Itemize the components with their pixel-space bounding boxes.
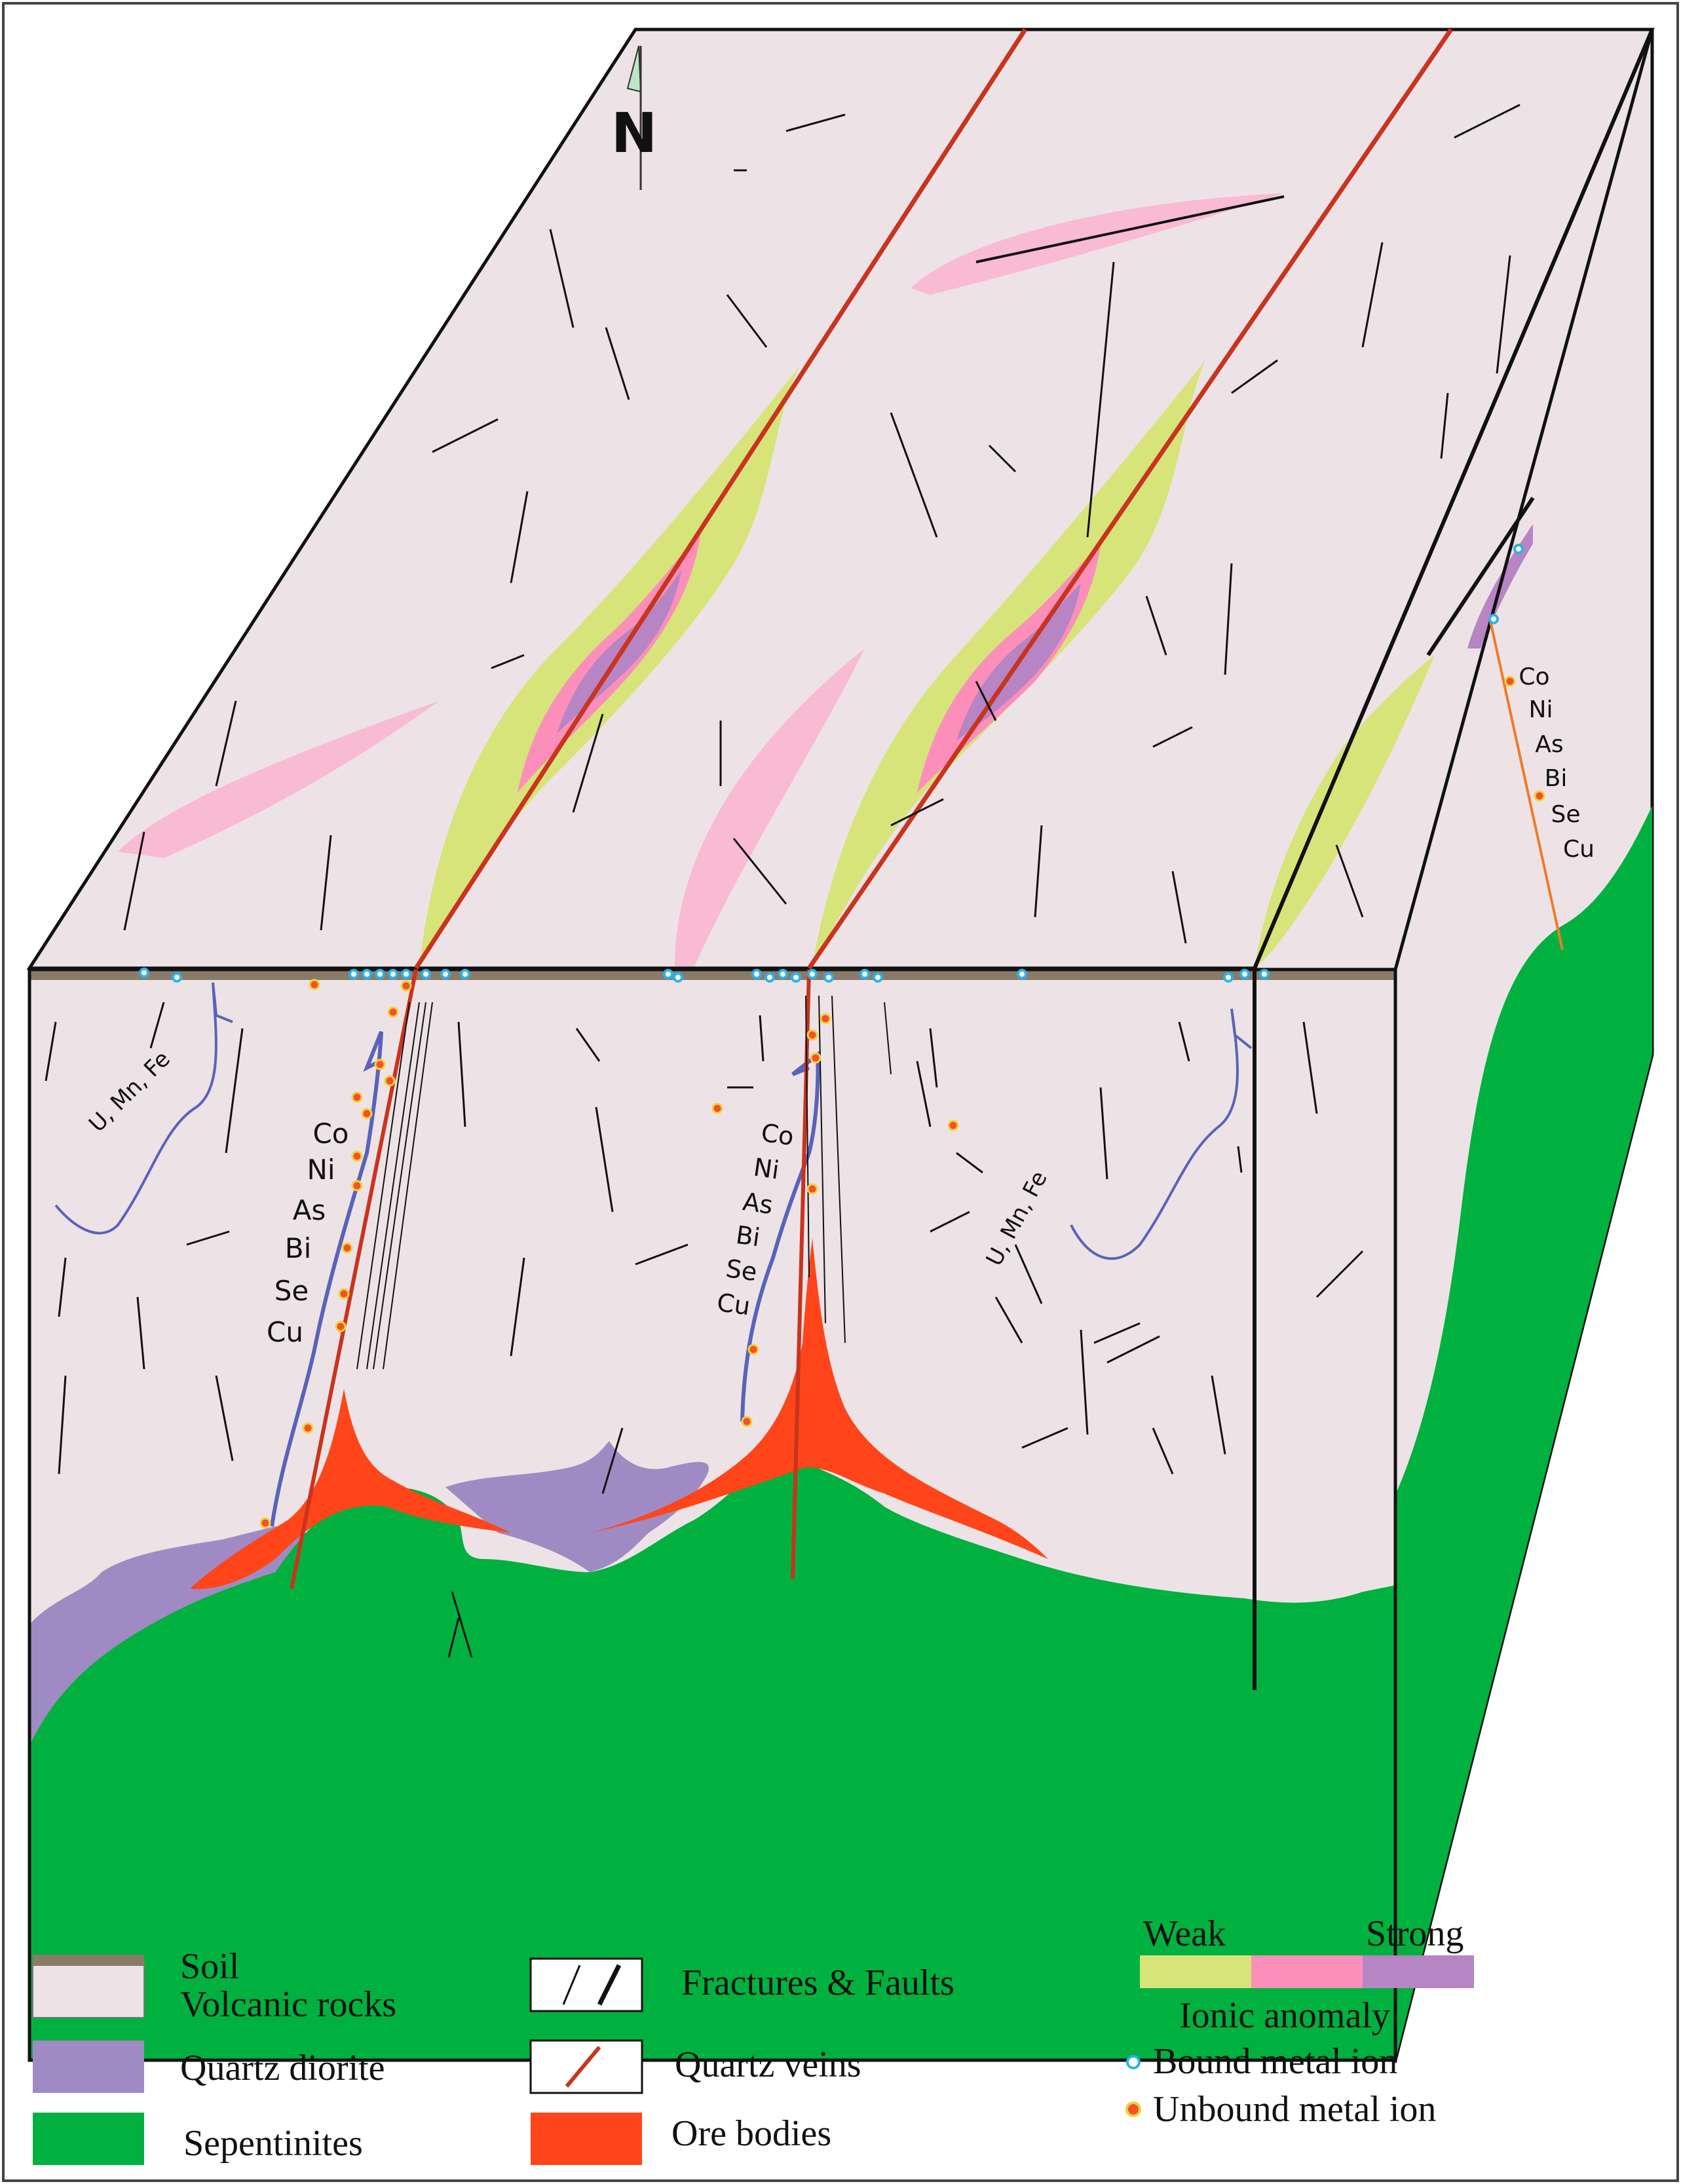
element-label: Co xyxy=(1519,664,1549,690)
element-labels-left: Co Ni As Bi Se Cu xyxy=(267,1118,349,1348)
legend-swatch-ore xyxy=(531,2113,642,2165)
legend-unbound-ion-icon xyxy=(1125,2101,1141,2117)
legend-label-ionic: Ionic anomaly xyxy=(1179,1995,1390,2036)
pink-halo-top xyxy=(911,193,1284,295)
element-label: As xyxy=(741,1187,774,1220)
redox-line-left xyxy=(270,1030,383,1527)
legend-label-fractures: Fractures & Faults xyxy=(681,1963,954,2003)
quartz-vein-top-left xyxy=(414,28,1027,970)
element-label: Cu xyxy=(267,1316,303,1348)
anomaly-weak-right xyxy=(1255,655,1435,968)
legend-swatch-strong xyxy=(1363,1955,1474,1988)
element-label: Co xyxy=(759,1118,795,1152)
legend-label-bound-ion: Bound metal ion xyxy=(1153,2041,1397,2082)
legend-label-unbound-ion: Unbound metal ion xyxy=(1153,2089,1436,2130)
fault-top-right-3 xyxy=(1426,497,1535,656)
element-label: Ni xyxy=(1529,696,1553,723)
element-label: Bi xyxy=(285,1232,311,1264)
element-labels-right: Co Ni As Bi Se Cu xyxy=(1519,664,1595,863)
legend-swatch-volcanic xyxy=(32,1965,145,2018)
fractures-front xyxy=(45,1002,1364,1658)
element-label: Ni xyxy=(307,1154,335,1186)
legend-label-volcanic: Volcanic rocks xyxy=(180,1984,396,2025)
ore-body-mid xyxy=(590,1238,1048,1559)
legend-swatch-quartz-diorite xyxy=(33,2041,144,2093)
legend-swatch-quartz-veins xyxy=(529,2039,643,2094)
element-label: As xyxy=(293,1194,326,1226)
element-label: Se xyxy=(1551,801,1581,828)
element-label: Co xyxy=(312,1118,349,1150)
fault-top-right xyxy=(1253,28,1654,970)
north-arrow xyxy=(626,45,642,190)
fracture-bundle-left xyxy=(356,1002,433,1370)
legend-bound-ion-icon xyxy=(1126,2055,1141,2069)
quartz-vein-right-face xyxy=(1489,620,1564,951)
element-label: Se xyxy=(724,1254,759,1287)
redox-wave-left xyxy=(54,982,233,1235)
element-label: Bi xyxy=(1545,765,1568,792)
element-label: As xyxy=(1535,731,1563,758)
quartz-diorite-central xyxy=(445,1441,709,1572)
legend-swatch-soil xyxy=(33,1955,144,1965)
legend-label-ore: Ore bodies xyxy=(671,2113,831,2154)
north-label: N xyxy=(611,101,657,165)
element-label: Cu xyxy=(1563,836,1595,863)
fractures-top xyxy=(123,104,1520,944)
serpentinite-front xyxy=(29,1454,1395,2060)
element-label: Bi xyxy=(734,1220,762,1252)
element-label: Se xyxy=(274,1275,309,1307)
legend-label-serpentinites: Sepentinites xyxy=(183,2123,363,2164)
bound-ion-markers xyxy=(139,544,1524,983)
redox-wave-mid xyxy=(1070,1008,1253,1260)
legend-swatch-medium xyxy=(1251,1955,1363,1988)
ore-body-left xyxy=(190,1389,511,1589)
legend: Soil Volcanic rocks Quartz diorite Sepen… xyxy=(32,1913,1474,2165)
element-label: Ni xyxy=(751,1153,781,1185)
legend-label-quartz-veins: Quartz veins xyxy=(675,2044,861,2085)
legend-swatch-weak xyxy=(1140,1955,1251,1988)
redox-line-mid xyxy=(740,1050,820,1422)
legend-swatch-serpentinite xyxy=(33,2113,144,2165)
unbound-ion-markers xyxy=(259,675,1545,1529)
fracture-bundle-mid xyxy=(805,995,892,1344)
quartz-vein-front-left xyxy=(290,969,418,1589)
pink-halo-mid xyxy=(675,649,865,966)
legend-label-soil: Soil xyxy=(180,1946,239,1987)
fault-top-right-2 xyxy=(1393,29,1654,970)
legend-swatch-fractures xyxy=(529,1957,643,2012)
element-labels-mid: Co Ni As Bi Se Cu xyxy=(715,1118,796,1321)
legend-label-quartz-diorite: Quartz diorite xyxy=(180,2048,385,2088)
pink-halo-left xyxy=(118,701,439,858)
legend-label-strong: Strong xyxy=(1366,1913,1464,1954)
fault-top-black xyxy=(975,195,1285,263)
legend-label-weak: Weak xyxy=(1143,1913,1226,1954)
element-label: Cu xyxy=(715,1288,752,1321)
